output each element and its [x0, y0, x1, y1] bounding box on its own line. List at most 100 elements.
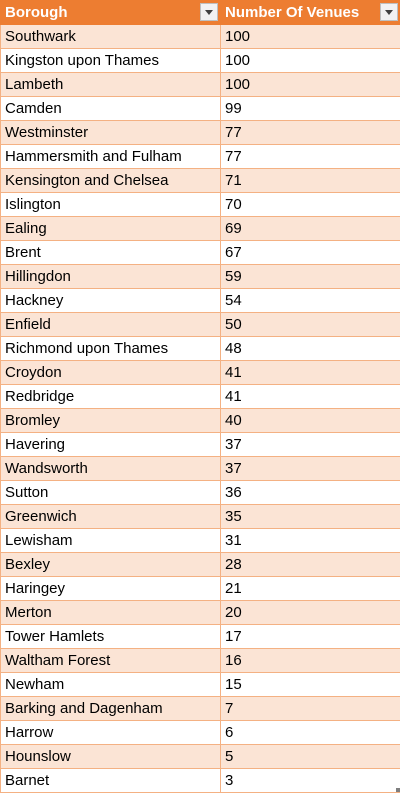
borough-cell[interactable]: Lambeth [1, 73, 221, 97]
venues-count-cell[interactable]: 100 [221, 73, 400, 97]
venues-count-cell[interactable]: 100 [221, 49, 400, 73]
venues-count-cell[interactable]: 48 [221, 337, 400, 361]
borough-cell[interactable]: Redbridge [1, 385, 221, 409]
header-number-of-venues[interactable]: Number Of Venues [221, 1, 400, 25]
table-body: Southwark 100 Kingston upon Thames 100 Lambe… [1, 25, 400, 793]
venues-count-cell[interactable]: 40 [221, 409, 400, 433]
table-row: Hackney 54 [1, 289, 400, 313]
table-row: Havering 37 [1, 433, 400, 457]
venues-count-cell[interactable]: 21 [221, 577, 400, 601]
borough-cell[interactable]: Sutton [1, 481, 221, 505]
borough-cell[interactable]: Westminster [1, 121, 221, 145]
borough-cell[interactable]: Bromley [1, 409, 221, 433]
borough-cell[interactable]: Tower Hamlets [1, 625, 221, 649]
borough-cell[interactable]: Hammersmith and Fulham [1, 145, 221, 169]
borough-cell[interactable]: Havering [1, 433, 221, 457]
table-row: Hounslow 5 [1, 745, 400, 769]
venues-count-cell[interactable]: 69 [221, 217, 400, 241]
venues-filter-dropdown-icon[interactable] [380, 3, 398, 21]
table-row: Newham 15 [1, 673, 400, 697]
venues-count-cell[interactable]: 16 [221, 649, 400, 673]
table-row: Lambeth 100 [1, 73, 400, 97]
table-row: Sutton 36 [1, 481, 400, 505]
table-row: Southwark 100 [1, 25, 400, 49]
borough-cell[interactable]: Waltham Forest [1, 649, 221, 673]
borough-cell[interactable]: Camden [1, 97, 221, 121]
venues-count-cell[interactable]: 3 [221, 769, 400, 793]
venues-count-cell[interactable]: 50 [221, 313, 400, 337]
borough-cell[interactable]: Croydon [1, 361, 221, 385]
borough-cell[interactable]: Hackney [1, 289, 221, 313]
table-resize-handle[interactable] [396, 788, 400, 792]
borough-cell[interactable]: Enfield [1, 313, 221, 337]
venues-count-cell[interactable]: 59 [221, 265, 400, 289]
venues-count-cell[interactable]: 20 [221, 601, 400, 625]
table-row: Islington 70 [1, 193, 400, 217]
borough-cell[interactable]: Kensington and Chelsea [1, 169, 221, 193]
venues-count-cell[interactable]: 15 [221, 673, 400, 697]
borough-filter-dropdown-icon[interactable] [200, 3, 218, 21]
table-row: Haringey 21 [1, 577, 400, 601]
venues-count-cell[interactable]: 54 [221, 289, 400, 313]
venues-count-cell[interactable]: 17 [221, 625, 400, 649]
borough-cell[interactable]: Richmond upon Thames [1, 337, 221, 361]
header-venues-label: Number Of Venues [225, 1, 383, 24]
borough-cell[interactable]: Southwark [1, 25, 221, 49]
venues-count-cell[interactable]: 28 [221, 553, 400, 577]
venues-count-cell[interactable]: 71 [221, 169, 400, 193]
borough-cell[interactable]: Bexley [1, 553, 221, 577]
venues-count-cell[interactable]: 99 [221, 97, 400, 121]
borough-cell[interactable]: Greenwich [1, 505, 221, 529]
borough-cell[interactable]: Wandsworth [1, 457, 221, 481]
venues-count-cell[interactable]: 36 [221, 481, 400, 505]
table-row: Barnet 3 [1, 769, 400, 793]
venues-count-cell[interactable]: 6 [221, 721, 400, 745]
table-row: Merton 20 [1, 601, 400, 625]
borough-cell[interactable]: Brent [1, 241, 221, 265]
table-row: Bexley 28 [1, 553, 400, 577]
venues-count-cell[interactable]: 37 [221, 433, 400, 457]
borough-cell[interactable]: Barnet [1, 769, 221, 793]
venues-count-cell[interactable]: 77 [221, 121, 400, 145]
venues-count-cell[interactable]: 100 [221, 25, 400, 49]
borough-cell[interactable]: Merton [1, 601, 221, 625]
header-borough[interactable]: Borough [1, 1, 221, 25]
table-row: Waltham Forest 16 [1, 649, 400, 673]
venues-count-cell[interactable]: 70 [221, 193, 400, 217]
venues-count-cell[interactable]: 5 [221, 745, 400, 769]
borough-cell[interactable]: Ealing [1, 217, 221, 241]
venues-count-cell[interactable]: 41 [221, 385, 400, 409]
table-row: Hammersmith and Fulham 77 [1, 145, 400, 169]
venues-count-cell[interactable]: 41 [221, 361, 400, 385]
table-row: Lewisham 31 [1, 529, 400, 553]
borough-cell[interactable]: Islington [1, 193, 221, 217]
borough-cell[interactable]: Hounslow [1, 745, 221, 769]
table-row: Richmond upon Thames 48 [1, 337, 400, 361]
borough-cell[interactable]: Lewisham [1, 529, 221, 553]
borough-cell[interactable]: Newham [1, 673, 221, 697]
venues-count-cell[interactable]: 37 [221, 457, 400, 481]
table-row: Hillingdon 59 [1, 265, 400, 289]
venues-count-cell[interactable]: 31 [221, 529, 400, 553]
borough-cell[interactable]: Harrow [1, 721, 221, 745]
table-row: Camden 99 [1, 97, 400, 121]
borough-cell[interactable]: Hillingdon [1, 265, 221, 289]
header-borough-label: Borough [5, 1, 91, 24]
table-row: Redbridge 41 [1, 385, 400, 409]
table-row: Croydon 41 [1, 361, 400, 385]
table-row: Ealing 69 [1, 217, 400, 241]
venues-count-cell[interactable]: 77 [221, 145, 400, 169]
table-row: Bromley 40 [1, 409, 400, 433]
table-row: Kingston upon Thames 100 [1, 49, 400, 73]
table-row: Kensington and Chelsea 71 [1, 169, 400, 193]
venues-count-cell[interactable]: 7 [221, 697, 400, 721]
venues-count-cell[interactable]: 35 [221, 505, 400, 529]
table-row: Enfield 50 [1, 313, 400, 337]
borough-cell[interactable]: Kingston upon Thames [1, 49, 221, 73]
venues-count-cell[interactable]: 67 [221, 241, 400, 265]
borough-cell[interactable]: Haringey [1, 577, 221, 601]
table-row: Harrow 6 [1, 721, 400, 745]
table-row: Westminster 77 [1, 121, 400, 145]
borough-cell[interactable]: Barking and Dagenham [1, 697, 221, 721]
